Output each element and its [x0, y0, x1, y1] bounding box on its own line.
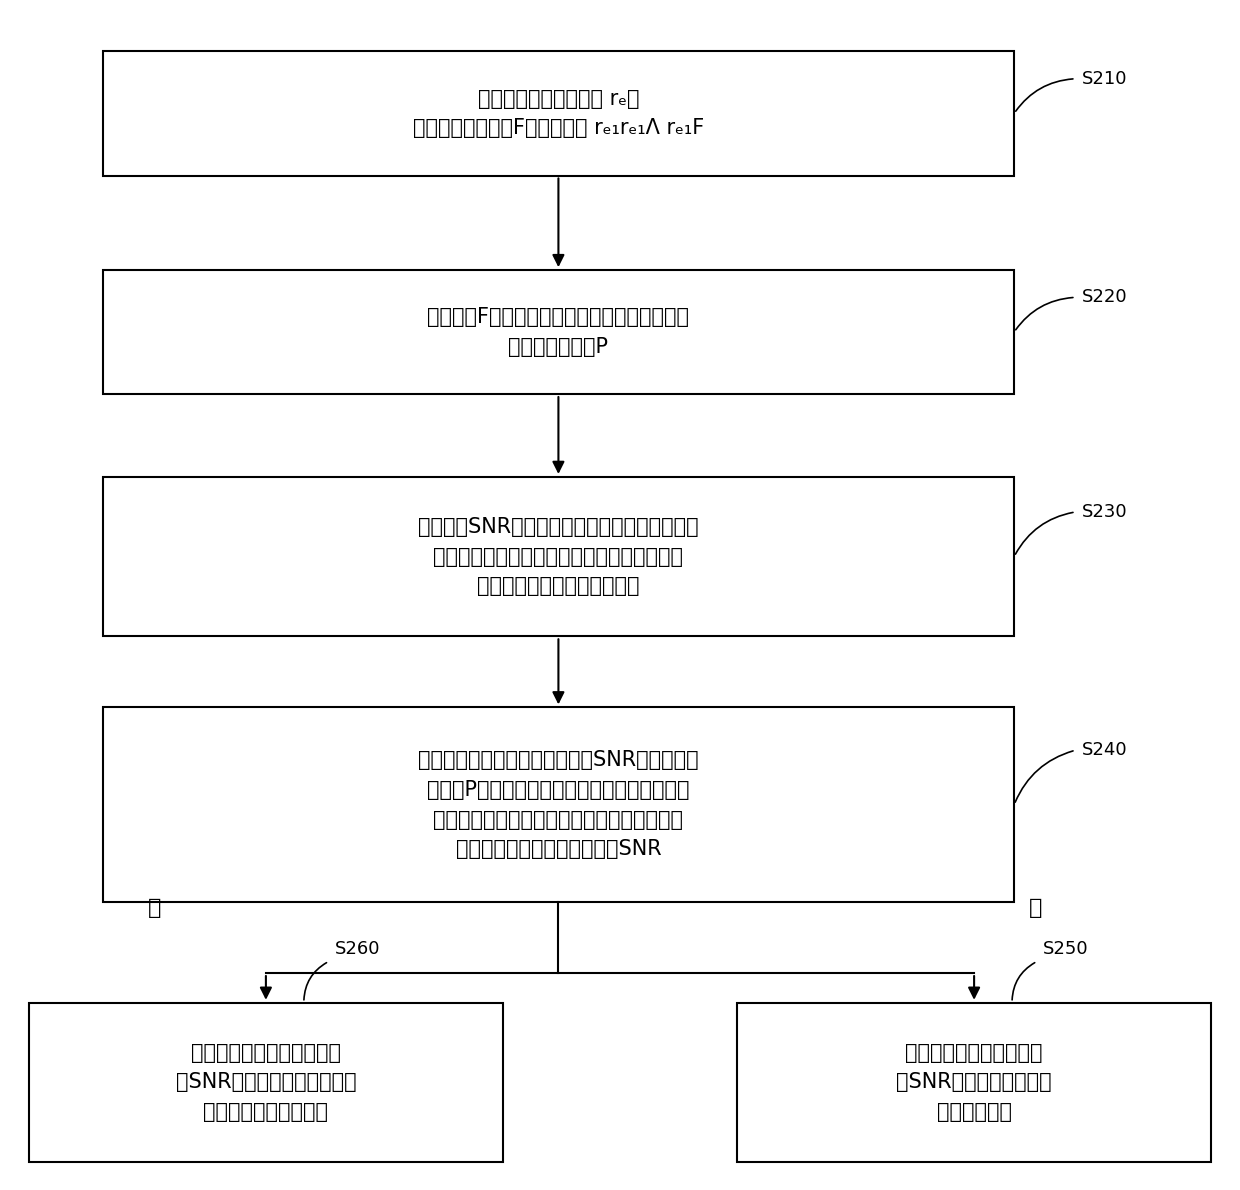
Text: 设置阈值SNR及初始噪声轨迹能量，根据所述原
始轨迹能量以及所述初始噪声轨迹能量计算所
述三维数据轨迹的初始信噪比: 设置阈值SNR及初始噪声轨迹能量，根据所述原 始轨迹能量以及所述初始噪声轨迹能量… [418, 516, 698, 596]
Text: 是: 是 [1029, 898, 1043, 919]
Text: 否: 否 [149, 898, 161, 919]
Text: S250: S250 [1043, 940, 1089, 958]
Text: 若所述信噪比不大于所述阈
值SNR，则循环结束，并输出
最终平滑处理后的数据: 若所述信噪比不大于所述阈 值SNR，则循环结束，并输出 最终平滑处理后的数据 [176, 1042, 356, 1122]
FancyBboxPatch shape [103, 270, 1014, 394]
Text: S210: S210 [1081, 70, 1127, 88]
FancyArrowPatch shape [1016, 751, 1073, 802]
FancyBboxPatch shape [103, 51, 1014, 175]
FancyBboxPatch shape [103, 707, 1014, 902]
Text: S220: S220 [1081, 288, 1127, 306]
FancyBboxPatch shape [29, 1003, 503, 1163]
Text: 若所述信噪比大于所述阈
值SNR，则循环进行所述
平滑处理过程: 若所述信噪比大于所述阈 值SNR，则循环进行所述 平滑处理过程 [897, 1042, 1052, 1122]
Text: S230: S230 [1081, 503, 1127, 521]
FancyArrowPatch shape [1012, 963, 1034, 1000]
Text: 当所述初始信噪比大于所述阈值SNR时，则对所
述矩阵P进行降维估算，根据所述估算对所述三
维数据轨迹进行平滑处理，判断经过平滑处理
后的信噪比是否大于所述阈值S: 当所述初始信噪比大于所述阈值SNR时，则对所 述矩阵P进行降维估算，根据所述估算… [418, 751, 698, 859]
Text: 跟踪目标三维数据轨迹 rₑ，
提取其中数据点的F帧数据信息 rₑ₁rₑ₁Λ rₑ₁F: 跟踪目标三维数据轨迹 rₑ， 提取其中数据点的F帧数据信息 rₑ₁rₑ₁Λ rₑ… [413, 89, 704, 138]
FancyArrowPatch shape [1016, 79, 1073, 111]
FancyArrowPatch shape [1016, 513, 1073, 555]
Text: S240: S240 [1081, 741, 1127, 759]
FancyBboxPatch shape [737, 1003, 1211, 1163]
FancyArrowPatch shape [1016, 298, 1073, 330]
Text: 根据所述F帧数据信息计算原始轨迹能量，以及
构建相应的矩阵P: 根据所述F帧数据信息计算原始轨迹能量，以及 构建相应的矩阵P [428, 307, 689, 357]
FancyArrowPatch shape [304, 963, 326, 1000]
Text: S260: S260 [335, 940, 381, 958]
FancyBboxPatch shape [103, 477, 1014, 637]
